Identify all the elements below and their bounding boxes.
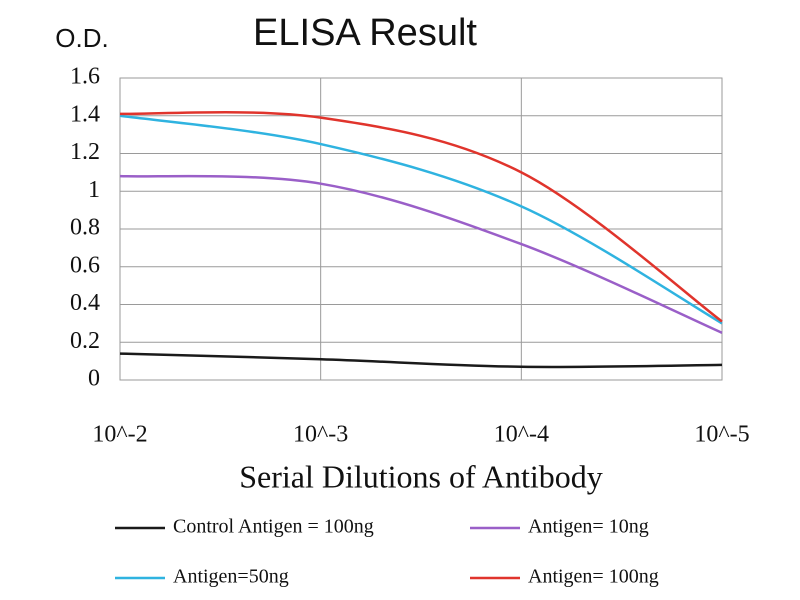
x-tick-label: 10^-5: [694, 422, 749, 448]
legend-label: Antigen= 100ng: [528, 566, 659, 588]
y-tick-label: 0.2: [70, 328, 100, 354]
legend-label: Antigen= 10ng: [528, 516, 649, 538]
y-tick-label: 0.4: [70, 290, 100, 316]
series-line: [119, 174, 723, 334]
legend-label: Antigen=50ng: [173, 566, 289, 588]
legend-label: Control Antigen = 100ng: [173, 516, 374, 538]
x-tick-label: 10^-4: [494, 422, 549, 448]
y-tick-label: 1.6: [70, 64, 100, 90]
x-tick-label: 10^-3: [293, 422, 348, 448]
y-tick-label: 0: [88, 366, 100, 392]
x-tick-label: 10^-2: [92, 422, 147, 448]
y-tick-label: 0.8: [70, 215, 100, 241]
y-tick-label: 1.2: [70, 139, 100, 165]
y-tick-label: 1: [88, 177, 100, 203]
series-line: [119, 114, 723, 325]
series-line: [119, 111, 723, 323]
y-axis-label: O.D.: [55, 23, 108, 53]
y-tick-label: 1.4: [70, 101, 100, 127]
y-tick-label: 0.6: [70, 252, 100, 278]
x-axis-label: Serial Dilutions of Antibody: [239, 458, 603, 494]
chart-title: ELISA Result: [253, 12, 477, 54]
series-line: [119, 352, 723, 369]
